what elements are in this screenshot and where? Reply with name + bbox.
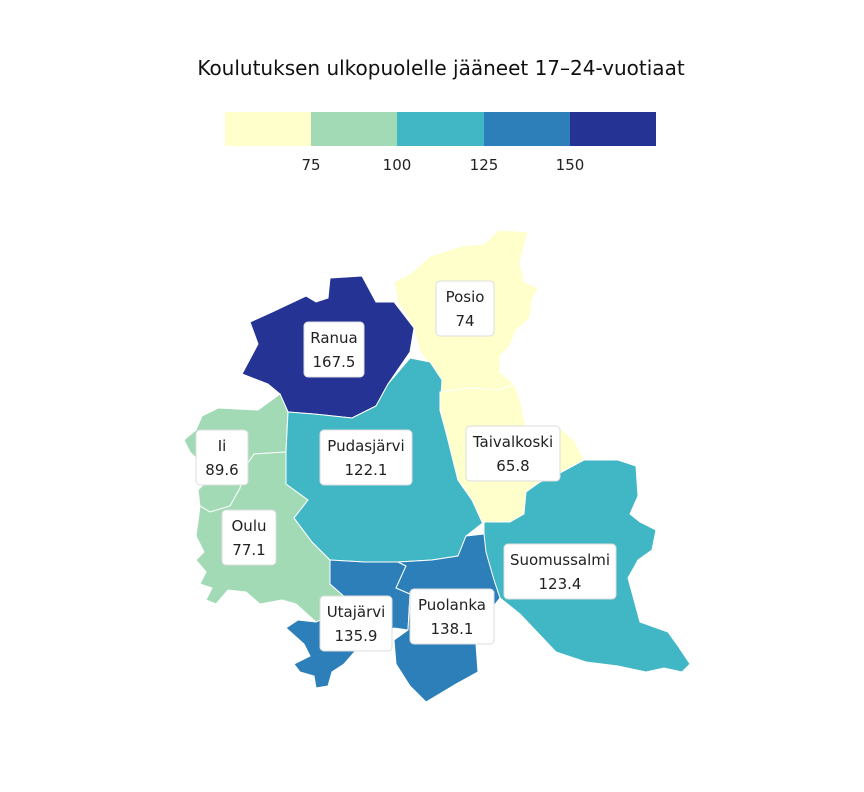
label-oulu-name: Oulu	[232, 517, 267, 535]
label-ranua: Ranua 167.5	[303, 321, 365, 378]
label-pudasjarvi-name: Pudasjärvi	[327, 437, 404, 455]
label-utajarvi-value: 135.9	[335, 627, 378, 645]
legend-bin-3	[397, 112, 484, 146]
map-title: Koulutuksen ulkopuolelle jääneet 17–24-v…	[197, 56, 685, 80]
legend-bin-5	[570, 112, 656, 146]
label-posio-value: 74	[455, 312, 474, 330]
legend-tick-100: 100	[383, 156, 412, 174]
legend-tick-150: 150	[556, 156, 585, 174]
label-suomussalmi-name: Suomussalmi	[510, 551, 610, 569]
label-utajarvi: Utajärvi 135.9	[319, 595, 393, 652]
legend-tick-125: 125	[470, 156, 499, 174]
label-utajarvi-name: Utajärvi	[327, 603, 386, 621]
legend: 75 100 125 150	[225, 112, 656, 174]
label-oulu-value: 77.1	[232, 541, 265, 559]
label-puolanka-value: 138.1	[431, 620, 474, 638]
label-ii-name: Ii	[218, 437, 227, 455]
label-pudasjarvi: Pudasjärvi 122.1	[319, 429, 413, 486]
legend-bin-1	[225, 112, 311, 146]
label-oulu: Oulu 77.1	[221, 509, 277, 566]
legend-tick-75: 75	[301, 156, 320, 174]
legend-bin-2	[311, 112, 397, 146]
label-taivalkoski-name: Taivalkoski	[472, 433, 553, 451]
region-labels: Posio 74 Ranua 167.5 Ii 89.6 Pudasjärvi …	[195, 280, 617, 652]
label-posio: Posio 74	[435, 280, 495, 337]
label-puolanka: Puolanka 138.1	[409, 588, 495, 645]
label-taivalkoski: Taivalkoski 65.8	[465, 425, 561, 482]
label-ii-value: 89.6	[205, 461, 238, 479]
label-ranua-name: Ranua	[310, 329, 358, 347]
label-suomussalmi: Suomussalmi 123.4	[503, 543, 617, 600]
label-ranua-value: 167.5	[313, 353, 356, 371]
label-ii: Ii 89.6	[195, 429, 249, 486]
label-suomussalmi-value: 123.4	[539, 575, 582, 593]
label-puolanka-name: Puolanka	[418, 596, 486, 614]
legend-bin-4	[484, 112, 570, 146]
label-posio-name: Posio	[446, 288, 485, 306]
label-taivalkoski-value: 65.8	[496, 457, 529, 475]
label-pudasjarvi-value: 122.1	[345, 461, 388, 479]
